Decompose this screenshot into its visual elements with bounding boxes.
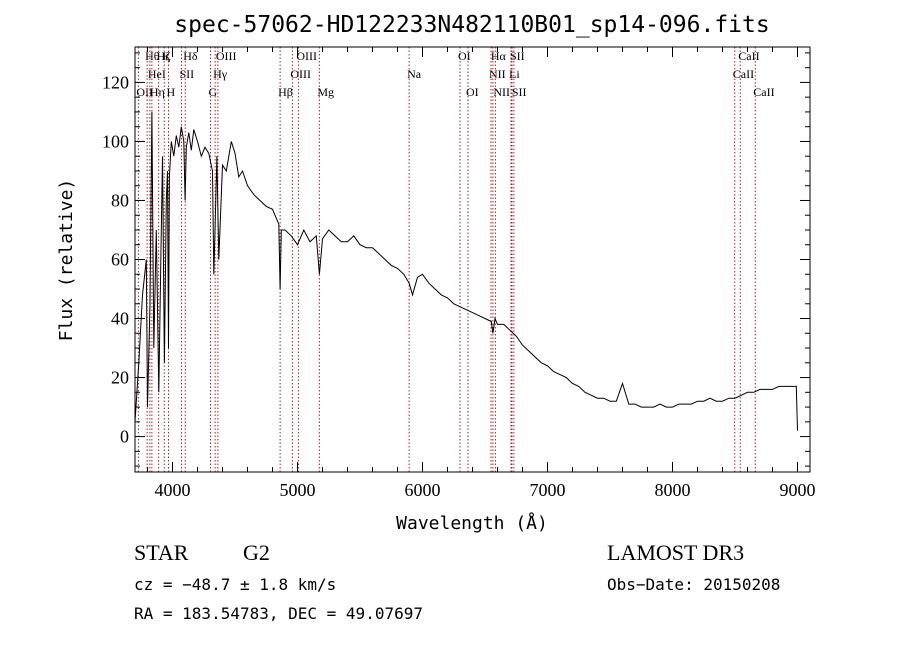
y-tick-label: 40 — [111, 309, 129, 329]
marker-label: SII — [180, 67, 195, 81]
chart-title: spec-57062-HD122233N482110B01_sp14-096.f… — [174, 12, 769, 38]
marker-label: Hα — [491, 49, 507, 63]
object-class: STAR — [134, 540, 189, 565]
x-tick-label: 6000 — [405, 480, 441, 500]
marker-label: SII — [512, 85, 527, 99]
y-tick-label: 80 — [111, 190, 129, 210]
marker-label: CaII — [733, 67, 754, 81]
x-tick-label: 7000 — [530, 480, 566, 500]
marker-label: HeI — [148, 67, 166, 81]
redshift-velocity: cz = −48.7 ± 1.8 km/s — [134, 575, 337, 594]
marker-label: OIII — [216, 49, 237, 63]
marker-label: SII — [510, 49, 525, 63]
flux-line — [134, 111, 798, 431]
marker-label: H — [167, 85, 176, 99]
marker-label: CaII — [738, 49, 759, 63]
x-tick-label: 4000 — [155, 480, 191, 500]
coordinates: RA = 183.54783, DEC = 49.07697 — [134, 604, 423, 623]
marker-label: Hβ — [278, 85, 293, 99]
flux-series — [134, 111, 798, 431]
object-subclass: G2 — [243, 540, 270, 565]
y-axis-ticks: 0 20 40 60 80 100 120 — [102, 52, 810, 467]
y-tick-label: 60 — [111, 250, 129, 270]
marker-label: OI — [458, 49, 471, 63]
marker-label: G — [209, 85, 218, 99]
survey-name: LAMOST DR3 — [607, 540, 745, 565]
y-tick-label: 100 — [102, 131, 129, 151]
x-axis-label: Wavelength (Å) — [396, 512, 548, 534]
marker-label: OIII — [290, 67, 311, 81]
plot-frame — [134, 46, 811, 473]
marker-label: OI — [466, 85, 479, 99]
x-tick-label: 9000 — [780, 480, 816, 500]
spectral-line-markers: OII Hθ HeI Hη HζK H SII Hδ G Hγ OIII Hβ OIII OIII Mg Na… — [136, 47, 775, 472]
marker-label: Hθ — [145, 49, 160, 63]
marker-label: CaII — [753, 85, 774, 99]
marker-label: Hγ — [213, 67, 228, 81]
x-axis-ticks: 4000 5000 6000 7000 8000 9000 — [147, 47, 816, 500]
marker-label: NII — [489, 67, 506, 81]
x-tick-label: 5000 — [280, 480, 316, 500]
y-axis-label: Flux (relative) — [56, 179, 77, 342]
observation-date: Obs−Date: 20150208 — [607, 575, 781, 594]
marker-label: OII — [136, 85, 153, 99]
marker-label: NII — [493, 85, 510, 99]
marker-label: Na — [407, 67, 422, 81]
marker-label: Hδ — [183, 49, 198, 63]
y-tick-label: 0 — [120, 427, 129, 447]
y-tick-label: 120 — [102, 72, 129, 92]
x-tick-label: 8000 — [655, 480, 691, 500]
y-tick-label: 20 — [111, 368, 129, 388]
marker-label: Hζ — [157, 49, 171, 63]
marker-label: Hη — [150, 85, 165, 99]
marker-label: K — [162, 49, 171, 63]
marker-label: Li — [509, 67, 520, 81]
marker-label: OIII — [296, 49, 317, 63]
marker-label: Mg — [317, 85, 334, 99]
